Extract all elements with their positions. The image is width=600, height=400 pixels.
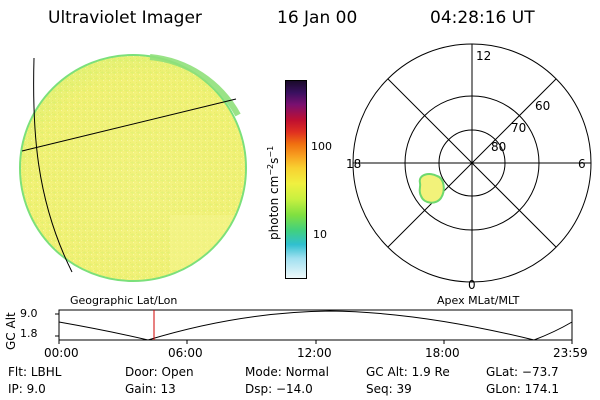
mlt-label-18: 18 — [346, 157, 361, 171]
mlt-label-6: 6 — [578, 157, 586, 171]
time-tick-1800: 18:00 — [425, 346, 460, 360]
alt-tick-9: 9.0 — [20, 307, 38, 320]
apex-label: Apex MLat/MLT — [437, 294, 520, 307]
meta-glon: GLon: 174.1 — [486, 382, 559, 396]
date-label: 16 Jan 00 — [277, 8, 358, 28]
time-label: 04:28:16 UT — [430, 8, 535, 28]
meta-seq: Seq: 39 — [366, 382, 412, 396]
meta-gain: Gain: 13 — [125, 382, 176, 396]
meta-door: Door: Open — [125, 365, 194, 379]
time-tick-1200: 12:00 — [297, 346, 332, 360]
diagonal-b — [387, 78, 557, 248]
instrument-title: Ultraviolet Imager — [48, 8, 202, 28]
color-bar — [285, 80, 307, 279]
polar-plot: 12 18 6 0 60 70 80 — [346, 43, 592, 292]
mlt-label-12: 12 — [476, 49, 491, 63]
meta-ip: IP: 9.0 — [8, 382, 46, 396]
time-tick-2359: 23:59 — [553, 346, 588, 360]
geographic-label: Geographic Lat/Lon — [70, 294, 178, 307]
altitude-curve — [58, 310, 573, 341]
lat-label-60: 60 — [535, 99, 550, 113]
time-tick-0600: 06:00 — [168, 346, 203, 360]
lat-label-70: 70 — [511, 121, 526, 135]
geographic-image — [19, 54, 247, 282]
aurora-blob — [418, 173, 445, 204]
time-tick-0000: 00:00 — [44, 346, 79, 360]
latitude-line — [21, 98, 237, 152]
meta-glat: GLat: −73.7 — [486, 365, 559, 379]
lat-label-80: 80 — [491, 140, 506, 154]
colorbar-tick-10: 10 — [313, 228, 327, 241]
meta-gc-alt: GC Alt: 1.9 Re — [366, 365, 450, 379]
longitude-line — [33, 57, 73, 273]
meta-flt: Flt: LBHL — [8, 365, 62, 379]
mlt-label-0: 0 — [468, 278, 476, 292]
alt-tick-1-8: 1.8 — [20, 327, 38, 340]
colorbar-tick-100: 100 — [311, 140, 332, 153]
meta-dsp: Dsp: −14.0 — [245, 382, 313, 396]
meta-mode: Mode: Normal — [245, 365, 329, 379]
limb-brightening — [149, 54, 241, 117]
